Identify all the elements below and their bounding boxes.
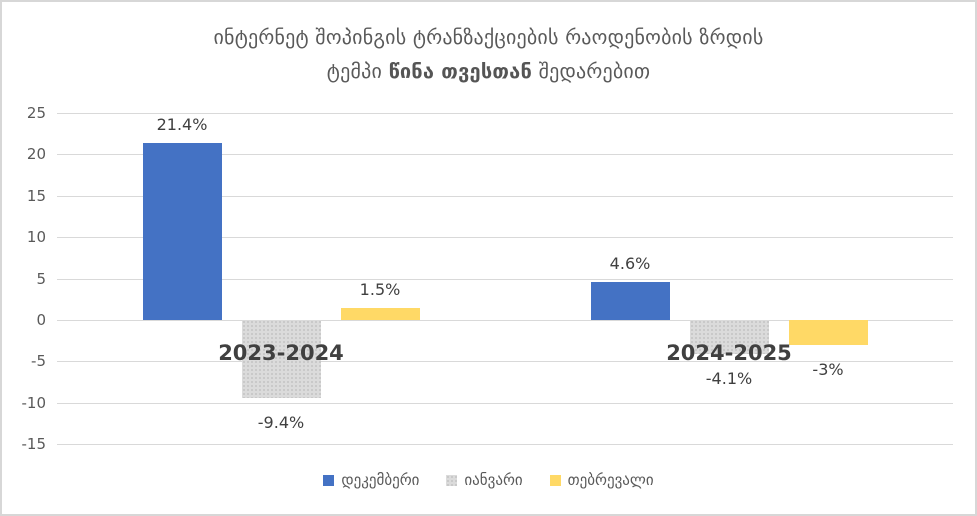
y-axis-tick-label: 5 (36, 269, 46, 288)
legend-label-january: იანვარი (464, 471, 523, 489)
chart-title-line2: ტემპი წინა თვესთან შედარებით (326, 59, 651, 83)
data-label-february-2023-2024: 1.5% (359, 279, 401, 299)
legend-swatch-december (323, 474, 335, 486)
bar-january-2023-2024 (241, 319, 321, 398)
legend-item-december: დეკემბერი (323, 471, 419, 489)
y-axis-tick-label: 0 (36, 310, 46, 329)
legend-item-february: თებრევალი (549, 471, 654, 489)
gridline-0 (57, 319, 953, 321)
legend-swatch-february (549, 474, 561, 486)
gridline-5 (57, 278, 953, 280)
gridline-20 (57, 154, 953, 156)
data-label-february-2024-2025: -3% (812, 359, 844, 379)
y-axis-tick-label: -15 (21, 435, 47, 453)
bar-february-2024-2025 (788, 319, 868, 345)
y-axis-tick-label: 25 (26, 104, 46, 122)
gridline--5 (57, 361, 953, 363)
bar-february-2023-2024 (340, 307, 420, 320)
gridline--15 (57, 444, 953, 445)
chart-title: ინტერნეტ შოპინგის ტრანზაქციების რაოდენობ… (0, 20, 977, 88)
y-axis-tick-label: 20 (26, 145, 46, 164)
chart-title-line1: ინტერნეტ შოპინგის ტრანზაქციების რაოდენობ… (213, 25, 764, 49)
legend-swatch-january (446, 474, 458, 486)
chart-title-bold-phrase: წინა თვესთან (388, 59, 533, 83)
data-label-january-2023-2024: -9.4% (257, 412, 305, 432)
y-axis-tick-label: -5 (31, 352, 46, 371)
data-label-december-2024-2025: 4.6% (609, 253, 651, 273)
legend: დეკემბერი იანვარი თებრევალი (0, 471, 977, 489)
gridline-15 (57, 195, 953, 197)
bar-december-2023-2024 (142, 142, 222, 320)
data-label-january-2024-2025: -4.1% (705, 368, 753, 388)
legend-label-december: დეკემბერი (341, 471, 420, 489)
legend-item-january: იანვარი (446, 471, 523, 489)
y-axis-tick-label: 15 (26, 186, 46, 205)
category-label-2023-2024: 2023-2024 (218, 340, 344, 365)
gridline-25 (57, 113, 953, 114)
y-axis-tick-label: 10 (26, 228, 46, 247)
bar-december-2024-2025 (590, 281, 670, 320)
legend-label-february: თებრევალი (567, 471, 654, 489)
data-label-december-2023-2024: 21.4% (156, 114, 208, 134)
bar-january-2024-2025 (689, 319, 769, 354)
gridline--10 (57, 402, 953, 404)
category-label-2024-2025: 2024-2025 (666, 340, 792, 365)
gridline-10 (57, 237, 953, 239)
y-axis-tick-label: -10 (21, 393, 47, 412)
